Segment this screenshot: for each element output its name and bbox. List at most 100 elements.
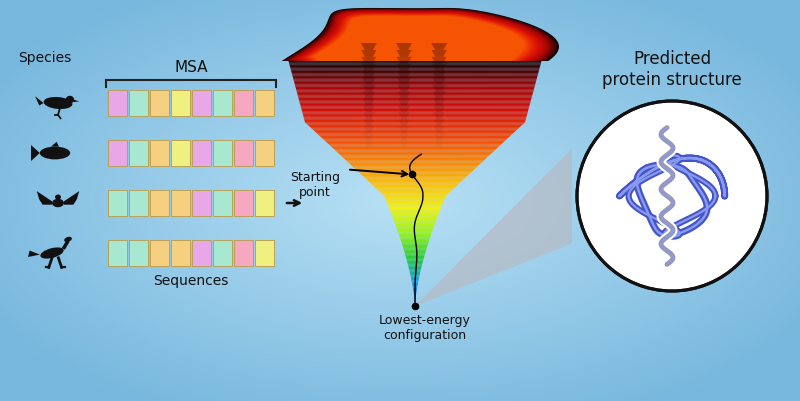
Polygon shape <box>350 164 480 165</box>
Polygon shape <box>395 224 434 225</box>
Polygon shape <box>392 215 438 217</box>
Polygon shape <box>358 171 472 172</box>
Polygon shape <box>374 186 456 187</box>
Polygon shape <box>315 132 514 133</box>
Polygon shape <box>394 223 435 224</box>
Polygon shape <box>308 125 522 126</box>
Polygon shape <box>411 280 418 282</box>
Polygon shape <box>312 128 518 130</box>
Polygon shape <box>402 242 429 243</box>
Polygon shape <box>289 63 541 65</box>
Polygon shape <box>314 16 525 61</box>
Polygon shape <box>375 187 455 188</box>
Polygon shape <box>64 191 79 205</box>
Polygon shape <box>364 126 374 133</box>
Polygon shape <box>434 119 444 126</box>
Polygon shape <box>410 271 421 272</box>
Polygon shape <box>74 99 79 102</box>
Polygon shape <box>294 84 535 85</box>
Polygon shape <box>394 220 436 221</box>
Polygon shape <box>305 121 526 122</box>
Polygon shape <box>339 154 490 155</box>
Polygon shape <box>293 78 537 79</box>
Polygon shape <box>411 278 419 279</box>
Polygon shape <box>296 89 534 90</box>
Polygon shape <box>406 257 424 258</box>
Polygon shape <box>304 119 526 120</box>
Polygon shape <box>393 217 438 218</box>
FancyBboxPatch shape <box>255 240 274 266</box>
Polygon shape <box>389 208 441 209</box>
Polygon shape <box>296 88 534 89</box>
Polygon shape <box>387 203 442 205</box>
Polygon shape <box>398 105 410 112</box>
Polygon shape <box>399 236 430 237</box>
Polygon shape <box>404 251 426 252</box>
Polygon shape <box>334 149 496 150</box>
Polygon shape <box>368 181 462 182</box>
Polygon shape <box>434 98 445 105</box>
Polygon shape <box>309 14 530 61</box>
Polygon shape <box>400 237 430 239</box>
Polygon shape <box>413 285 418 286</box>
FancyBboxPatch shape <box>171 90 190 116</box>
Polygon shape <box>410 274 420 275</box>
Polygon shape <box>398 230 433 231</box>
Polygon shape <box>390 209 440 211</box>
Polygon shape <box>397 64 411 71</box>
Polygon shape <box>342 156 488 158</box>
Polygon shape <box>310 15 528 61</box>
Polygon shape <box>431 50 447 57</box>
Polygon shape <box>414 291 417 292</box>
Polygon shape <box>405 252 426 253</box>
Polygon shape <box>292 10 548 61</box>
Polygon shape <box>414 299 415 300</box>
Polygon shape <box>396 43 412 50</box>
Polygon shape <box>370 182 460 184</box>
Polygon shape <box>398 98 410 105</box>
Polygon shape <box>399 126 409 133</box>
Polygon shape <box>401 241 429 242</box>
Polygon shape <box>292 73 538 75</box>
Polygon shape <box>410 273 420 274</box>
Polygon shape <box>294 82 536 83</box>
Polygon shape <box>312 15 526 61</box>
Polygon shape <box>290 66 540 67</box>
Polygon shape <box>323 140 506 141</box>
Circle shape <box>577 101 767 291</box>
Polygon shape <box>408 264 422 265</box>
Polygon shape <box>355 169 475 170</box>
Polygon shape <box>406 259 423 261</box>
Polygon shape <box>364 177 466 178</box>
Polygon shape <box>317 133 513 134</box>
Ellipse shape <box>64 237 72 242</box>
Polygon shape <box>306 14 532 61</box>
FancyBboxPatch shape <box>150 190 169 216</box>
Ellipse shape <box>40 147 70 160</box>
Polygon shape <box>432 57 446 64</box>
Polygon shape <box>293 77 538 78</box>
Polygon shape <box>414 296 416 298</box>
Polygon shape <box>402 245 428 246</box>
Polygon shape <box>299 100 531 101</box>
Text: Sequences: Sequences <box>154 274 229 288</box>
Polygon shape <box>313 130 517 131</box>
Polygon shape <box>51 142 59 147</box>
Polygon shape <box>386 200 444 202</box>
Polygon shape <box>300 103 530 104</box>
Polygon shape <box>299 101 530 103</box>
Polygon shape <box>398 231 432 233</box>
Polygon shape <box>304 120 526 121</box>
Polygon shape <box>319 136 510 137</box>
Polygon shape <box>379 191 451 192</box>
Polygon shape <box>398 112 410 119</box>
FancyBboxPatch shape <box>255 140 274 166</box>
Polygon shape <box>306 124 524 125</box>
Polygon shape <box>298 94 533 95</box>
Polygon shape <box>376 188 454 190</box>
Polygon shape <box>434 105 445 112</box>
FancyBboxPatch shape <box>192 90 211 116</box>
Polygon shape <box>302 13 538 61</box>
Polygon shape <box>398 77 410 85</box>
Polygon shape <box>302 110 528 111</box>
